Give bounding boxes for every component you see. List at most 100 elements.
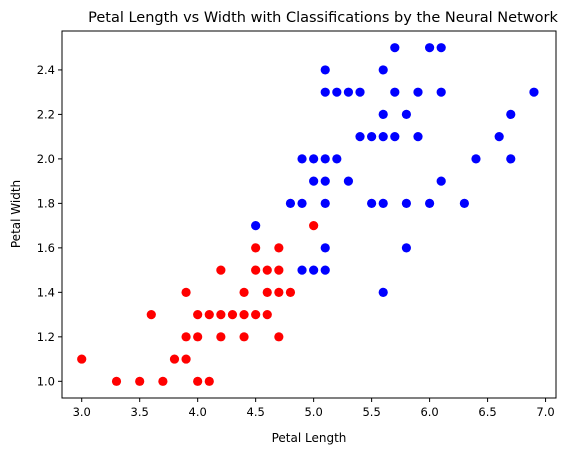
- x-tick-label: 7.0: [536, 405, 554, 419]
- red-data-point: [227, 309, 238, 320]
- x-tick-label: 3.0: [73, 405, 91, 419]
- blue-data-point: [378, 132, 388, 142]
- blue-data-point: [425, 198, 435, 208]
- blue-data-point: [425, 43, 435, 53]
- blue-data-point: [471, 154, 481, 164]
- red-data-point: [239, 332, 249, 342]
- blue-data-point: [367, 132, 377, 142]
- axis-ticks: 3.0 3.5 4.0 4.5 5.0 5.5 6.0 6.5 7.0 1.0 1.2 1.4 1.6 1…: [37, 63, 555, 419]
- y-tick-label: 2.4: [37, 63, 55, 77]
- data-points: [77, 43, 539, 386]
- red-data-point: [204, 376, 214, 386]
- red-data-point: [193, 309, 203, 320]
- blue-data-point: [390, 43, 400, 53]
- blue-data-point: [320, 176, 330, 186]
- blue-data-point: [355, 87, 365, 97]
- red-data-point: [204, 309, 214, 320]
- red-data-point: [181, 332, 191, 342]
- red-data-point: [193, 332, 203, 342]
- red-data-point: [251, 309, 261, 320]
- chart-title: Petal Length vs Width with Classificatio…: [88, 10, 558, 26]
- red-data-point: [274, 265, 284, 275]
- blue-data-point: [378, 65, 388, 75]
- y-axis-label: Petal Width: [9, 180, 23, 248]
- blue-data-point: [309, 176, 319, 186]
- blue-data-point: [378, 198, 388, 208]
- x-tick-label: 5.0: [304, 405, 322, 419]
- y-tick-label: 1.0: [37, 374, 55, 388]
- red-data-point: [309, 221, 319, 231]
- blue-data-point: [320, 198, 330, 208]
- red-data-point: [251, 243, 261, 253]
- red-data-point: [262, 309, 272, 320]
- x-tick-label: 3.5: [131, 405, 149, 419]
- red-data-point: [146, 309, 156, 320]
- y-tick-label: 2.2: [37, 107, 55, 121]
- x-tick-label: 5.5: [362, 405, 380, 419]
- blue-data-point: [309, 154, 319, 164]
- blue-data-point: [413, 87, 423, 97]
- red-data-point: [274, 332, 284, 342]
- blue-data-point: [529, 87, 539, 97]
- red-data-point: [274, 243, 284, 253]
- blue-data-point: [459, 198, 469, 208]
- red-data-point: [262, 287, 272, 297]
- red-data-point: [216, 332, 226, 342]
- y-tick-label: 1.6: [37, 241, 55, 255]
- red-data-point: [216, 309, 226, 320]
- red-data-point: [135, 376, 145, 386]
- red-data-point: [285, 287, 296, 297]
- red-data-point: [262, 265, 272, 275]
- red-data-point: [158, 376, 168, 386]
- blue-data-point: [506, 109, 516, 120]
- blue-data-point: [320, 154, 330, 164]
- blue-data-point: [297, 154, 307, 164]
- blue-data-point: [401, 243, 412, 253]
- blue-data-point: [343, 176, 354, 186]
- blue-data-point: [390, 132, 400, 142]
- blue-data-point: [378, 287, 388, 297]
- blue-data-point: [343, 87, 354, 97]
- red-data-point: [239, 309, 249, 320]
- red-data-point: [239, 287, 249, 297]
- blue-data-point: [401, 198, 412, 208]
- plot-frame: [61, 30, 557, 399]
- x-axis-label: Petal Length: [272, 431, 347, 445]
- blue-data-point: [355, 132, 365, 142]
- red-data-point: [77, 354, 87, 364]
- x-tick-label: 4.0: [189, 405, 207, 419]
- y-tick-label: 1.8: [37, 196, 55, 210]
- blue-data-point: [320, 65, 330, 75]
- blue-data-point: [401, 109, 412, 120]
- blue-data-point: [320, 87, 330, 97]
- blue-data-point: [390, 87, 400, 97]
- y-tick-label: 2.0: [37, 152, 55, 166]
- blue-data-point: [320, 265, 330, 275]
- red-data-point: [169, 354, 180, 364]
- y-tick-label: 1.2: [37, 330, 55, 344]
- blue-data-point: [436, 87, 446, 97]
- blue-data-point: [320, 243, 330, 253]
- blue-data-point: [413, 132, 423, 142]
- y-tick-label: 1.4: [37, 285, 55, 299]
- blue-data-point: [309, 265, 319, 275]
- blue-data-point: [332, 87, 342, 97]
- red-data-point: [181, 287, 191, 297]
- x-tick-label: 6.5: [478, 405, 496, 419]
- blue-data-point: [251, 221, 261, 231]
- blue-data-point: [285, 198, 296, 208]
- red-data-point: [181, 354, 191, 364]
- x-tick-label: 4.5: [247, 405, 265, 419]
- blue-data-point: [297, 198, 307, 208]
- red-data-point: [216, 265, 226, 275]
- blue-data-point: [332, 154, 342, 164]
- blue-data-point: [494, 132, 504, 142]
- blue-data-point: [367, 198, 377, 208]
- blue-data-point: [378, 109, 388, 120]
- blue-data-point: [297, 265, 307, 275]
- blue-data-point: [436, 43, 446, 53]
- red-data-point: [193, 376, 203, 386]
- blue-data-point: [506, 154, 516, 164]
- blue-data-point: [436, 176, 446, 186]
